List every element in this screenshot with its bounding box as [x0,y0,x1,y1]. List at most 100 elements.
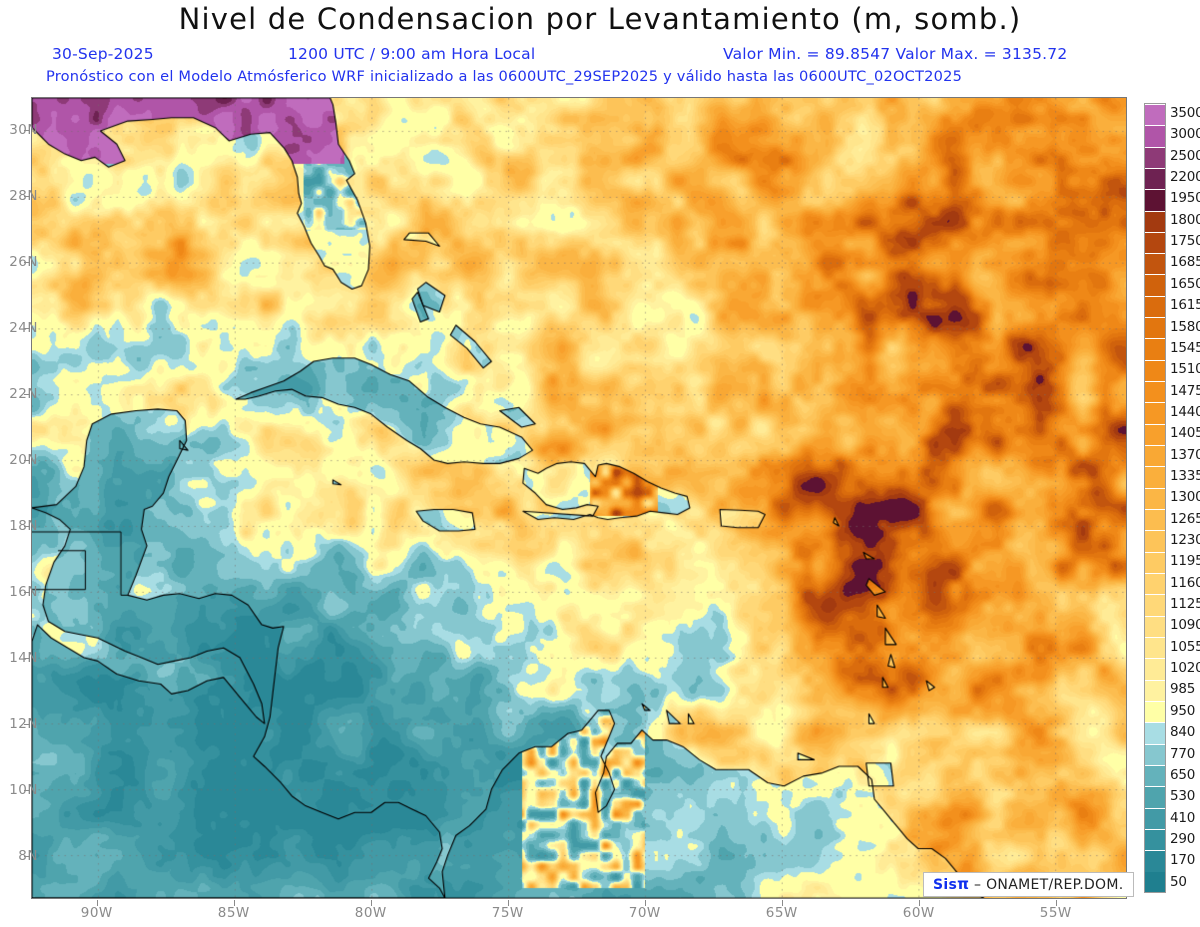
lat-tick-mark [24,856,30,858]
colorbar-swatch[interactable] [1145,189,1165,211]
colorbar-tick-label: 1020 [1170,660,1200,677]
colorbar-tick-label: 410 [1170,809,1196,826]
lon-tick-label: 70W [628,905,661,921]
colorbar-tick-label: 1055 [1170,638,1200,655]
lon-tick-mark [918,900,920,906]
lat-tick-mark [24,196,30,197]
colorbar-tick-label: 1580 [1170,318,1200,335]
colorbar-tick-label: 1950 [1170,190,1200,207]
lat-tick-mark [24,658,30,660]
colorbar-swatch[interactable] [1145,210,1165,232]
colorbar-swatch[interactable] [1145,103,1165,126]
colorbar-tick-label: 1685 [1170,254,1200,271]
colorbar-swatch[interactable] [1145,231,1165,254]
colorbar-swatch[interactable] [1145,765,1165,787]
colorbar-swatch[interactable] [1145,701,1165,723]
map-plot-area[interactable] [31,97,1127,899]
lon-tick-label: 80W [354,905,387,921]
colorbar-tick-label: 1300 [1170,489,1200,506]
lon-tick-mark [1055,900,1057,906]
lat-tick-mark [24,526,30,528]
pi-icon: π [957,875,970,893]
colorbar-tick-label: 840 [1170,724,1196,741]
colorbar-swatch[interactable] [1145,423,1165,446]
colorbar-swatch[interactable] [1145,167,1165,190]
colorbar-swatch[interactable] [1145,338,1165,360]
colorbar-swatch[interactable] [1145,381,1165,403]
colorbar-tick-label: 50 [1170,873,1187,890]
colorbar-tick-label: 1335 [1170,467,1200,484]
colorbar-swatch[interactable] [1145,871,1165,892]
colorbar-swatch[interactable] [1145,317,1165,339]
lat-tick-label: 12N [9,716,38,733]
colorbar-swatch[interactable] [1145,466,1165,488]
colorbar-swatch[interactable] [1145,402,1165,424]
colorbar-swatch[interactable] [1145,743,1165,766]
colorbar-swatch[interactable] [1145,786,1165,808]
colorbar-swatch[interactable] [1145,679,1165,702]
colorbar-tick-label: 1125 [1170,596,1200,613]
forecast-date: 30-Sep-2025 [52,45,154,63]
colorbar-swatch[interactable] [1145,253,1165,275]
lat-tick-mark [24,592,30,594]
colorbar-tick-label: 1370 [1170,446,1200,463]
colorbar-tick-label: 1090 [1170,617,1200,634]
colorbar-tick-label: 1650 [1170,275,1200,292]
lon-tick-label: 85W [217,905,250,921]
colorbar-tick-label: 985 [1170,681,1196,698]
lat-tick-mark [24,790,30,792]
colorbar-swatch[interactable] [1145,551,1165,574]
colorbar[interactable] [1144,103,1166,893]
colorbar-swatch[interactable] [1145,445,1165,467]
lat-tick-label: 22N [9,386,38,403]
colorbar-swatch[interactable] [1145,509,1165,531]
colorbar-tick-label: 1160 [1170,574,1200,591]
attribution-badge: Sisπ – ONAMET/REP.DOM. [923,872,1134,897]
colorbar-tick-label: 1475 [1170,382,1200,399]
colorbar-tick-label: 290 [1170,830,1196,847]
colorbar-tick-label: 1545 [1170,339,1200,356]
colorbar-swatch[interactable] [1145,530,1165,552]
colorbar-swatch[interactable] [1145,658,1165,680]
lat-tick-mark [24,262,30,264]
colorbar-swatch[interactable] [1145,807,1165,830]
page-title: Nivel de Condensacion por Levantamiento … [178,2,1022,36]
colorbar-tick-label: 2200 [1170,169,1200,186]
colorbar-tick-label: 950 [1170,702,1196,719]
lon-tick-mark [644,900,646,906]
lat-tick-label: 8N [18,848,38,865]
colorbar-swatch[interactable] [1145,487,1165,510]
agency-label: ONAMET/REP.DOM. [986,877,1124,893]
colorbar-swatch[interactable] [1145,125,1165,147]
colorbar-tick-label: 650 [1170,766,1196,783]
colorbar-tick-label: 1800 [1170,211,1200,228]
colorbar-swatch[interactable] [1145,594,1165,616]
colorbar-labels: 3500 3000 2500 2200 1950 1800 1750 1685 1650 1615… [1170,103,1200,893]
colorbar-tick-label: 1265 [1170,510,1200,527]
lat-tick-label: 28N [9,188,38,204]
lat-tick-label: 26N [9,254,38,271]
lon-tick-label: 60W [902,905,935,921]
lat-tick-mark [24,328,30,330]
lon-tick-label: 55W [1039,905,1072,921]
lat-tick-mark [24,394,30,396]
lat-tick-mark [24,130,30,131]
attribution-separator: – [969,877,987,893]
colorbar-swatch[interactable] [1145,146,1165,168]
lon-tick-mark [370,900,372,906]
lat-tick-label: 14N [9,650,38,667]
lon-tick-label: 90W [80,905,113,921]
lon-tick-mark [507,900,509,906]
colorbar-swatch[interactable] [1145,829,1165,851]
colorbar-swatch[interactable] [1145,722,1165,744]
colorbar-swatch[interactable] [1145,637,1165,659]
colorbar-swatch[interactable] [1145,573,1165,595]
brand-sis: Sis [933,877,958,893]
colorbar-swatch[interactable] [1145,359,1165,382]
colorbar-swatch[interactable] [1145,850,1165,872]
colorbar-swatch[interactable] [1145,274,1165,296]
colorbar-swatch[interactable] [1145,295,1165,318]
colorbar-swatch[interactable] [1145,615,1165,638]
colorbar-tick-label: 3500 [1170,105,1200,121]
